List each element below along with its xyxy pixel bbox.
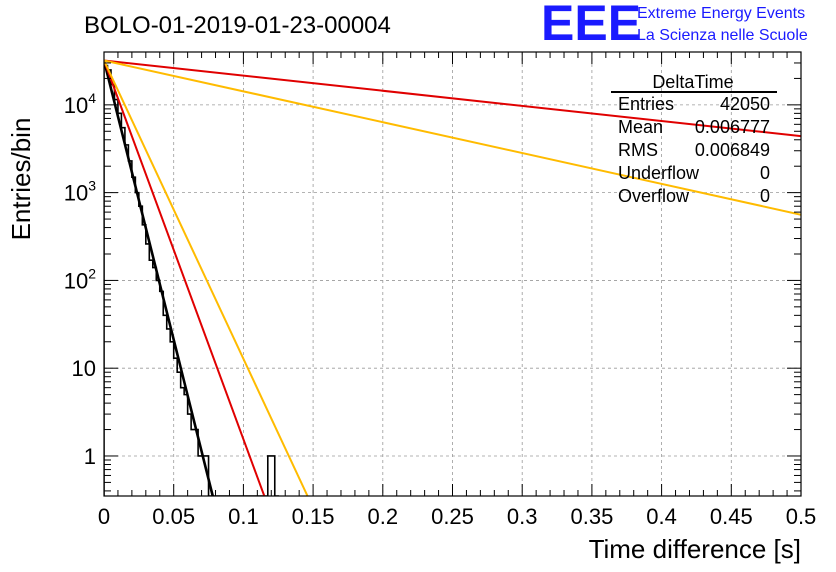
y-tick-label: 103 [64, 178, 96, 206]
y-tick-label: 102 [64, 265, 96, 293]
fit-line-1 [104, 60, 266, 496]
chart-title: BOLO-01-2019-01-23-00004 [84, 12, 391, 39]
stats-label-overflow: Overflow [618, 186, 690, 206]
histogram [104, 64, 280, 496]
y-tick-label-base: 10 [64, 181, 88, 206]
x-tick-label: 0.45 [710, 504, 753, 529]
y-tick-label-base: 10 [64, 93, 88, 118]
x-tick-label: 0.05 [152, 504, 195, 529]
fit-line-0 [104, 60, 214, 496]
brand-logo: EEE [541, 0, 641, 51]
y-tick-label-base: 10 [72, 356, 96, 381]
plot-area [104, 59, 801, 496]
stats-label-rms: RMS [618, 140, 658, 160]
x-tick-label: 0.1 [228, 504, 259, 529]
x-axis-title: Time difference [s] [589, 534, 801, 564]
stats-value-rms: 0.006849 [695, 140, 770, 160]
x-tick-label: 0.25 [431, 504, 474, 529]
fit-lines [104, 59, 801, 496]
stats-value-overflow: 0 [760, 186, 770, 206]
stats-box: DeltaTime Entries 42050 Mean 0.006777 RM… [611, 72, 777, 206]
stats-value-entries: 42050 [720, 94, 770, 114]
y-tick-label-exponent: 4 [88, 90, 96, 106]
x-tick-label: 0.5 [786, 504, 817, 529]
brand-line-1: Extreme Energy Events [637, 5, 805, 22]
stats-title: DeltaTime [652, 72, 733, 92]
fit-line-4 [104, 59, 801, 216]
y-tick-label-base: 10 [64, 268, 88, 293]
fit-line-3 [104, 59, 801, 138]
stats-label-underflow: Underflow [618, 163, 700, 183]
y-tick-label-exponent: 2 [88, 265, 96, 281]
plot-clip [104, 59, 801, 496]
y-tick-label: 104 [64, 90, 96, 118]
stats-label-mean: Mean [618, 117, 663, 137]
x-tick-label: 0.35 [570, 504, 613, 529]
y-tick-label: 1 [84, 444, 96, 469]
axes: 0 0.05 0.1 0.15 0.2 0.25 0.3 0.35 0.4 0.45 0.51101… [64, 51, 817, 529]
stats-label-entries: Entries [618, 94, 674, 114]
x-tick-label: 0 [98, 504, 110, 529]
x-tick-label: 0.2 [368, 504, 399, 529]
grid-lines [104, 52, 801, 496]
y-tick-label-exponent: 3 [88, 178, 96, 194]
y-axis-title: Entries/bin [6, 118, 36, 241]
x-tick-label: 0.15 [292, 504, 335, 529]
histogram-steps [104, 64, 280, 496]
y-tick-label: 10 [72, 356, 96, 381]
x-tick-label: 0.3 [507, 504, 538, 529]
fit-line-2 [104, 60, 309, 496]
y-tick-label-base: 1 [84, 444, 96, 469]
x-tick-label: 0.4 [646, 504, 677, 529]
brand-line-2: La Scienza nelle Scuole [637, 27, 808, 44]
stats-value-underflow: 0 [760, 163, 770, 183]
stats-value-mean: 0.006777 [695, 117, 770, 137]
